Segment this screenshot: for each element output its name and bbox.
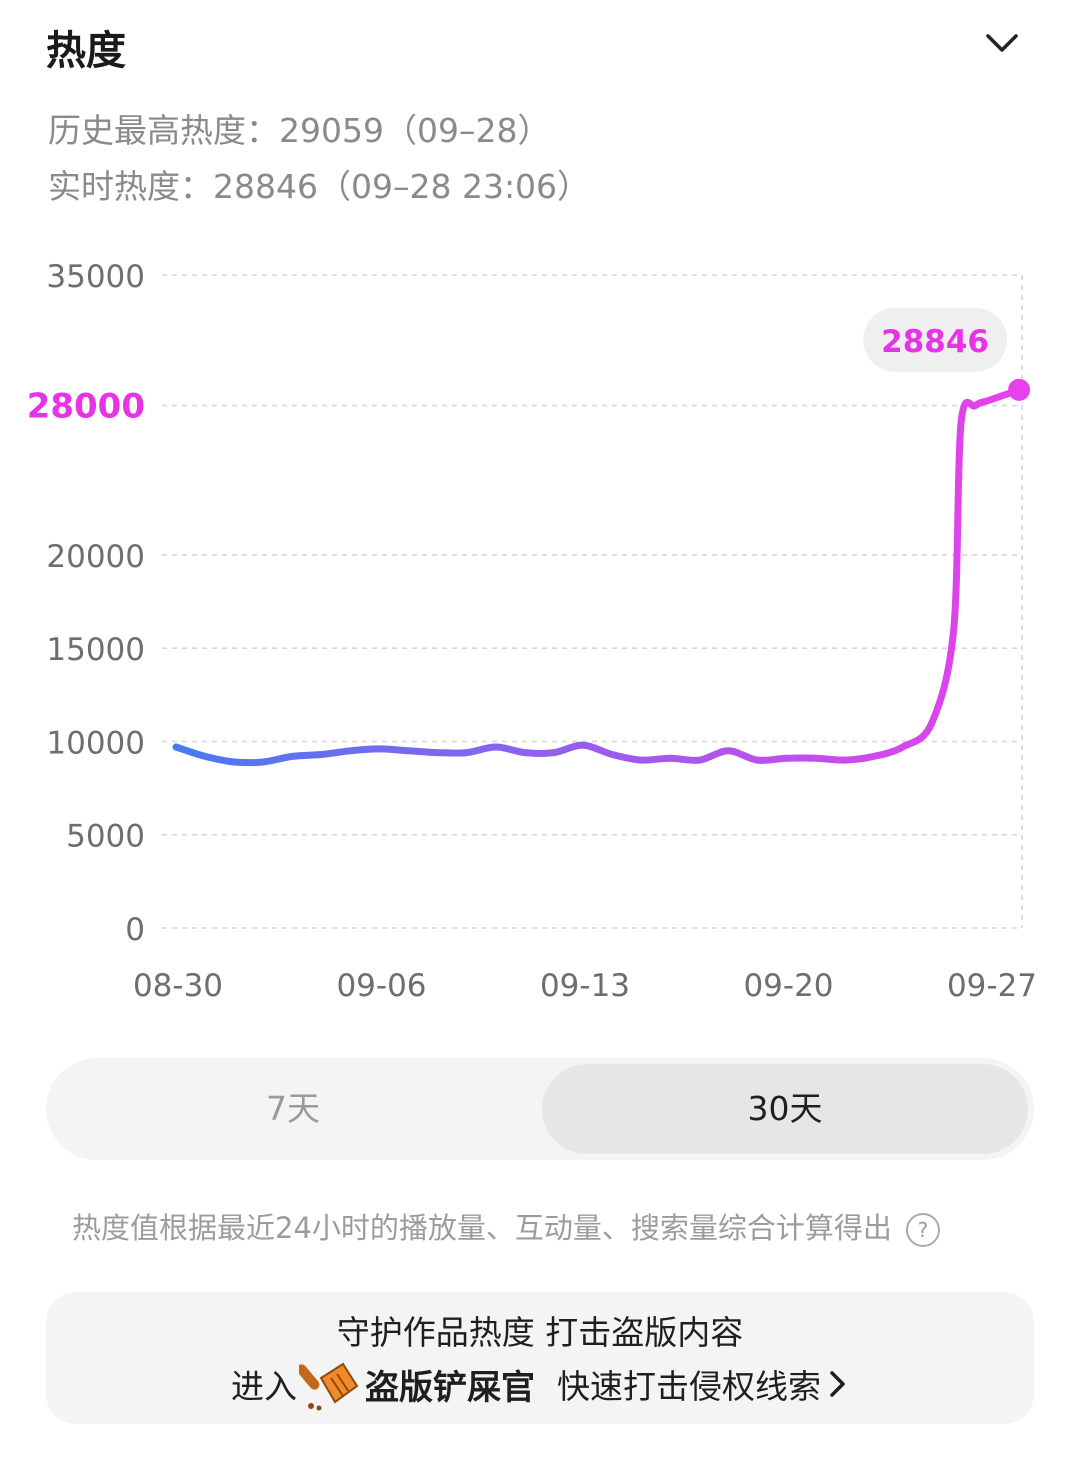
y-tick-label: 15000 — [46, 632, 145, 668]
y-tick-label: 20000 — [46, 539, 145, 575]
shovel-icon — [299, 1362, 359, 1411]
promo-headline: 守护作品热度 打击盗版内容 — [336, 1313, 744, 1352]
chevron-right-icon — [830, 1371, 845, 1397]
y-tick-label: 0 — [125, 912, 145, 948]
promo-brand: 盗版铲屎官 — [365, 1367, 535, 1408]
heat-explanation: 热度值根据最近24小时的播放量、互动量、搜索量综合计算得出? — [72, 1205, 940, 1247]
tab-30-days[interactable]: 30天 — [542, 1064, 1028, 1154]
last-data-point — [1008, 378, 1031, 401]
header: 热度 — [46, 18, 1040, 78]
help-icon[interactable]: ? — [905, 1213, 940, 1247]
heat-explanation-text: 热度值根据最近24小时的播放量、互动量、搜索量综合计算得出 — [72, 1211, 892, 1245]
series-line — [172, 386, 1023, 767]
history-high-stat: 历史最高热度：29059（09–28） — [48, 111, 551, 150]
y-tick-label: 28000 — [27, 387, 145, 427]
range-toggle: 7天 30天 — [46, 1058, 1034, 1160]
value-bubble-label: 28846 — [881, 324, 989, 360]
value-bubble — [863, 307, 1008, 372]
y-tick-label: 5000 — [66, 819, 145, 855]
page-title: 热度 — [46, 28, 126, 74]
promo-suffix: 快速打击侵权线索 — [557, 1367, 821, 1406]
x-tick-label: 08-30 — [133, 968, 223, 1004]
y-tick-label: 35000 — [46, 259, 145, 295]
promo-prefix: 进入 — [231, 1367, 297, 1406]
tab-7-days[interactable]: 7天 — [266, 1089, 320, 1128]
x-tick-label: 09-27 — [947, 968, 1037, 1004]
x-tick-label: 09-20 — [743, 968, 833, 1004]
chevron-down-icon[interactable] — [982, 24, 1022, 64]
promo-action-line: 进入 盗版铲屎官 快速打击侵权线索 — [46, 1356, 1034, 1412]
y-tick-label: 10000 — [46, 725, 145, 761]
x-tick-label: 09-06 — [336, 968, 426, 1004]
realtime-heat-stat: 实时热度：28846（09–28 23:06） — [48, 167, 591, 206]
anti-piracy-banner[interactable]: 守护作品热度 打击盗版内容 进入 盗版铲屎官 快速打击侵权线索 — [46, 1292, 1034, 1424]
x-tick-label: 09-13 — [540, 968, 630, 1004]
heat-line-chart: 0 5000 10000 15000 20000 28000 35000 08-30 09-0… — [27, 259, 1037, 1004]
